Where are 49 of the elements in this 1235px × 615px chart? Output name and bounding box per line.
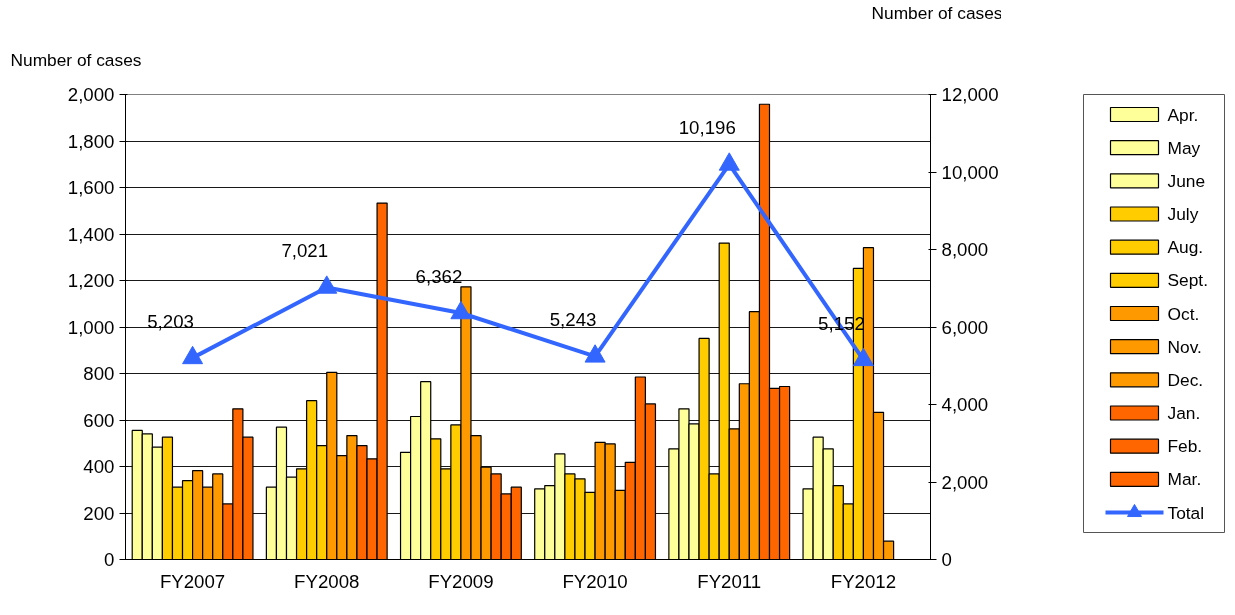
y2-tick-label: 0 [941, 549, 952, 570]
y2-tick-label: 12,000 [941, 84, 999, 105]
legend-label: June [1167, 170, 1206, 191]
legend-label: Sept. [1167, 270, 1208, 291]
x-tick-label: FY2007 [159, 570, 226, 592]
x-tick-label: FY2008 [294, 570, 360, 592]
legend-label: Jan. [1167, 403, 1201, 423]
y-tick-label: 1,000 [67, 316, 115, 338]
y2-tick-label: 2,000 [941, 471, 989, 493]
y-tick-label: 2,000 [67, 84, 115, 105]
y-tick-label: 1,400 [67, 223, 115, 245]
x-tick-label: FY2009 [428, 570, 494, 592]
y-tick-label: 1,800 [67, 130, 115, 152]
y-tick-label: 0 [104, 549, 115, 570]
legend-label: Aug. [1167, 237, 1204, 258]
legend-label: Feb. [1167, 436, 1203, 457]
point [584, 344, 606, 363]
x-tick-label: FY2012 [830, 570, 897, 592]
y2-tick-label: 4,000 [941, 394, 989, 415]
point [182, 345, 204, 365]
legend-label: Dec. [1167, 369, 1204, 390]
point [316, 275, 338, 294]
y-tick-label: 1,200 [67, 270, 115, 291]
y2-tick-label: 6,000 [941, 316, 989, 338]
legend-label: Nov. [1167, 336, 1202, 357]
x-tick-label: FY2010 [562, 570, 628, 592]
y2-tick-label: 10,000 [941, 161, 999, 183]
y2-axis-title: Number of cases [871, 2, 1003, 23]
y-tick-label: 600 [83, 409, 115, 431]
legend-label: May [1167, 137, 1201, 158]
y-tick-label: 800 [83, 363, 115, 384]
y-tick-label: 400 [83, 456, 115, 477]
point [718, 152, 740, 171]
y-tick-label: 1,600 [67, 177, 115, 198]
legend-label: Apr. [1167, 104, 1199, 125]
point [450, 300, 472, 320]
y2-tick-label: 8,000 [941, 239, 989, 260]
y-axis-title: Number of cases [10, 49, 142, 70]
point [852, 347, 874, 367]
data-label: 5,203 [147, 310, 194, 332]
data-label: 7,021 [281, 240, 329, 262]
x-tick-label: FY2011 [697, 570, 762, 592]
data-label: 5,243 [549, 309, 597, 331]
legend-label: Mar. [1167, 469, 1202, 490]
legend-label: Oct. [1167, 303, 1200, 324]
legend-label: Total [1167, 502, 1205, 523]
data-label: 10,196 [678, 117, 736, 139]
legend-label: July [1167, 204, 1199, 224]
y-tick-label: 200 [83, 502, 115, 524]
